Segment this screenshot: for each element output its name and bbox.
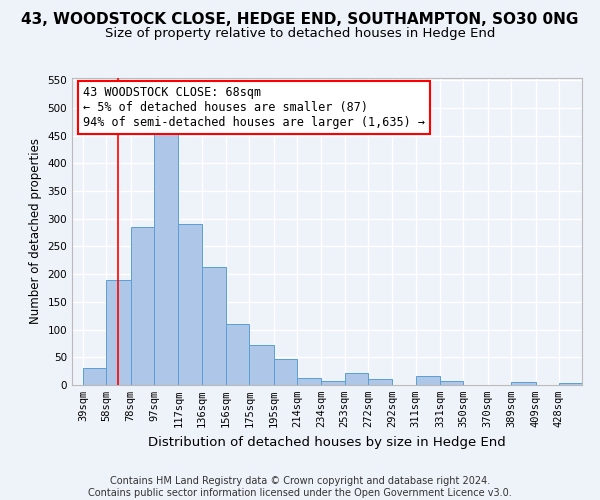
Bar [202, 267, 226, 385]
Bar [106, 280, 131, 385]
Bar [345, 373, 368, 385]
Bar [416, 376, 440, 385]
X-axis label: Distribution of detached houses by size in Hedge End: Distribution of detached houses by size … [148, 436, 506, 448]
Bar [322, 380, 345, 385]
Bar [274, 359, 297, 385]
Y-axis label: Number of detached properties: Number of detached properties [29, 138, 42, 324]
Bar [83, 368, 106, 385]
Bar [131, 227, 154, 385]
Bar [297, 378, 322, 385]
Bar [511, 382, 536, 385]
Bar [440, 381, 463, 385]
Bar [226, 324, 250, 385]
Bar [154, 130, 178, 385]
Bar [178, 224, 202, 385]
Text: Size of property relative to detached houses in Hedge End: Size of property relative to detached ho… [105, 28, 495, 40]
Bar [250, 344, 274, 385]
Bar [368, 380, 392, 385]
Bar [559, 383, 582, 385]
Text: 43 WOODSTOCK CLOSE: 68sqm
← 5% of detached houses are smaller (87)
94% of semi-d: 43 WOODSTOCK CLOSE: 68sqm ← 5% of detach… [83, 86, 425, 129]
Text: Contains HM Land Registry data © Crown copyright and database right 2024.
Contai: Contains HM Land Registry data © Crown c… [88, 476, 512, 498]
Text: 43, WOODSTOCK CLOSE, HEDGE END, SOUTHAMPTON, SO30 0NG: 43, WOODSTOCK CLOSE, HEDGE END, SOUTHAMP… [22, 12, 578, 28]
